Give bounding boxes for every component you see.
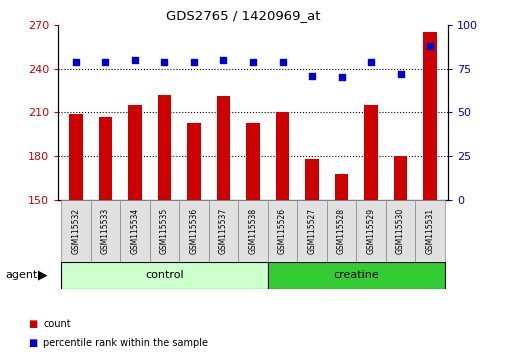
Bar [297,200,326,262]
Bar [246,122,259,200]
Bar [326,200,356,262]
Bar [267,200,296,262]
Text: GSM115535: GSM115535 [160,208,169,254]
Point [337,75,345,80]
Point [396,71,404,77]
Bar [187,122,200,200]
Bar [69,114,82,200]
Point [366,59,374,64]
Bar [217,96,230,200]
Bar [61,200,90,262]
Point [248,59,257,64]
Text: GSM115530: GSM115530 [395,208,405,254]
Text: count: count [43,319,71,329]
Text: GSM115528: GSM115528 [336,208,345,254]
Bar [149,200,179,262]
Text: GSM115537: GSM115537 [219,208,228,254]
Point [131,57,139,63]
Point [278,59,286,64]
Bar [158,95,171,200]
Point [425,43,433,48]
Bar [267,262,444,289]
Text: GSM115526: GSM115526 [277,208,286,254]
Bar [90,200,120,262]
Text: GSM115532: GSM115532 [71,208,80,254]
Text: GSM115527: GSM115527 [307,208,316,254]
Bar [61,262,267,289]
Bar [128,105,141,200]
Bar [179,200,208,262]
Bar [208,200,238,262]
Text: creatine: creatine [333,270,378,280]
Point [189,59,197,64]
Bar [238,200,267,262]
Bar [120,200,149,262]
Text: GSM115534: GSM115534 [130,208,139,254]
Text: ■: ■ [28,319,37,329]
Bar [393,156,407,200]
Bar [98,117,112,200]
Bar [305,159,318,200]
Bar [364,105,377,200]
Text: GSM115531: GSM115531 [425,208,434,254]
Point [219,57,227,63]
Text: agent: agent [5,270,37,280]
Point [101,59,109,64]
Text: GSM115538: GSM115538 [248,208,257,254]
Bar [356,200,385,262]
Bar [415,200,444,262]
Text: GSM115529: GSM115529 [366,208,375,254]
Text: GSM115536: GSM115536 [189,208,198,254]
Point [72,59,80,64]
Bar [423,32,436,200]
Bar [385,200,415,262]
Text: GDS2765 / 1420969_at: GDS2765 / 1420969_at [165,9,320,22]
Point [160,59,168,64]
Text: GSM115533: GSM115533 [100,208,110,254]
Bar [334,174,347,200]
Bar [275,113,288,200]
Text: ▶: ▶ [38,269,48,282]
Point [308,73,316,79]
Text: ■: ■ [28,338,37,348]
Text: percentile rank within the sample: percentile rank within the sample [43,338,208,348]
Text: control: control [145,270,183,280]
